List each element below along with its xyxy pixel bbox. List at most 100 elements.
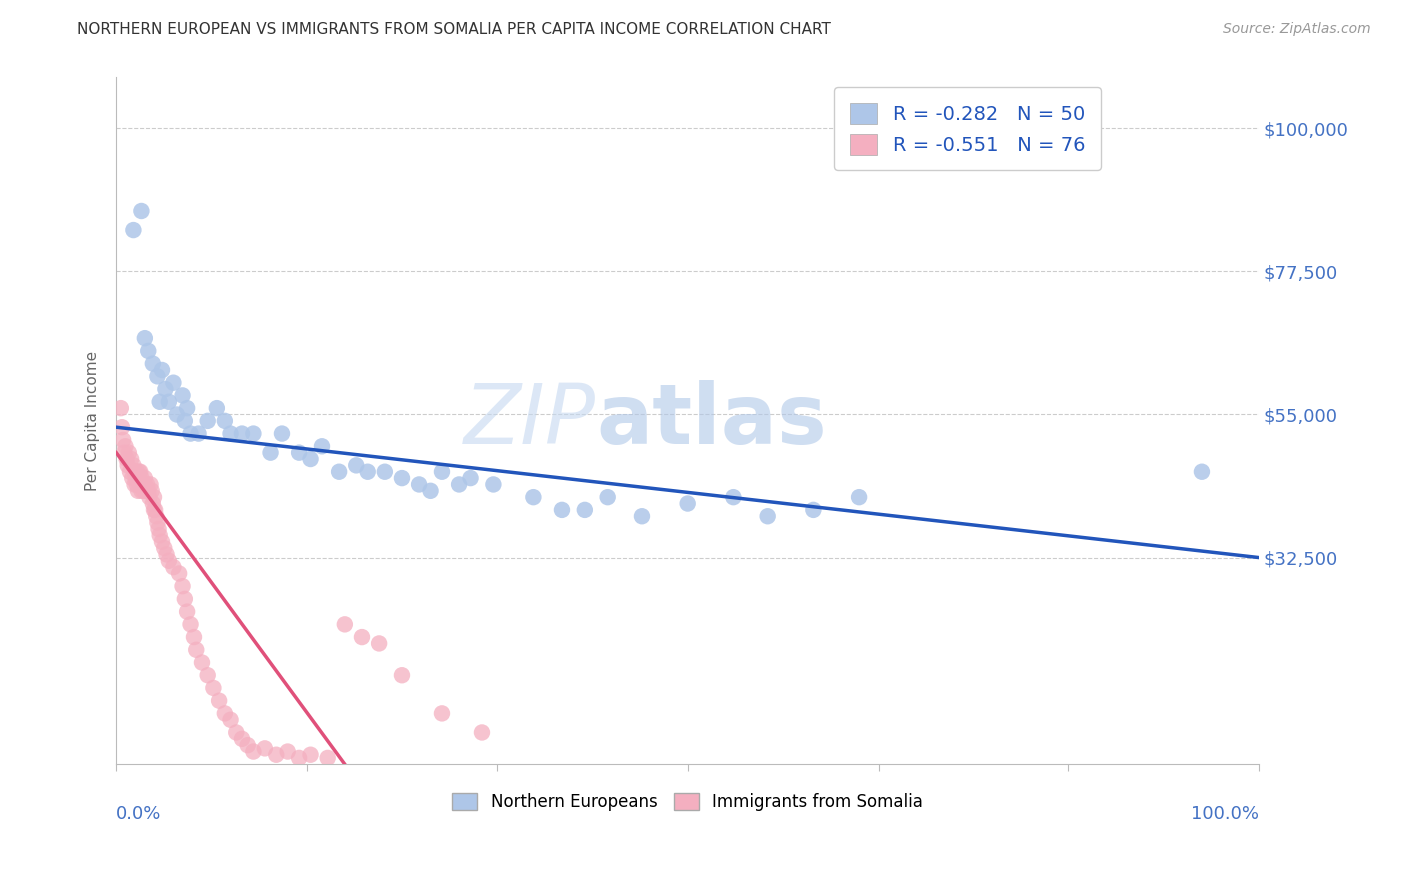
Point: [167, 566, 190, 581]
Text: 100.0%: 100.0%: [1191, 805, 1260, 823]
Point: [173, 414, 195, 428]
Text: ZIP: ZIP: [464, 380, 596, 461]
Point: [118, 465, 141, 479]
Point: [197, 668, 219, 682]
Point: [141, 483, 163, 498]
Point: [482, 477, 505, 491]
Point: [155, 548, 177, 562]
Point: [128, 471, 150, 485]
Point: [121, 471, 143, 485]
Point: [134, 477, 156, 491]
Point: [357, 465, 380, 479]
Point: [197, 414, 219, 428]
Point: [149, 528, 172, 542]
Point: [112, 445, 135, 459]
Point: [125, 477, 148, 491]
Point: [162, 560, 184, 574]
Point: [146, 369, 169, 384]
Point: [145, 509, 167, 524]
Point: [596, 490, 619, 504]
Point: [408, 477, 430, 491]
Point: [125, 465, 148, 479]
Point: [259, 445, 281, 459]
Point: [115, 452, 138, 467]
Point: [242, 745, 264, 759]
Point: [187, 426, 209, 441]
Point: [143, 503, 166, 517]
Point: [328, 465, 350, 479]
Point: [176, 401, 198, 416]
Point: [180, 617, 202, 632]
Point: [236, 738, 259, 752]
Point: [419, 483, 441, 498]
Point: [299, 747, 322, 762]
Point: [288, 751, 311, 765]
Point: [136, 343, 159, 358]
Point: [139, 477, 162, 491]
Point: [430, 465, 453, 479]
Point: [131, 483, 153, 498]
Point: [242, 426, 264, 441]
Point: [631, 509, 654, 524]
Point: [183, 630, 205, 644]
Point: [114, 439, 136, 453]
Point: [231, 426, 253, 441]
Point: [350, 630, 373, 644]
Point: [391, 471, 413, 485]
Point: [471, 725, 494, 739]
Point: [253, 741, 276, 756]
Point: [129, 477, 152, 491]
Point: [118, 445, 141, 459]
Point: [374, 465, 396, 479]
Point: [120, 452, 142, 467]
Point: [128, 465, 150, 479]
Point: [172, 579, 194, 593]
Point: [288, 445, 311, 459]
Point: [122, 458, 145, 473]
Point: [112, 433, 135, 447]
Text: atlas: atlas: [596, 380, 827, 461]
Legend: Northern Europeans, Immigrants from Somalia: Northern Europeans, Immigrants from Soma…: [446, 786, 929, 818]
Text: NORTHERN EUROPEAN VS IMMIGRANTS FROM SOMALIA PER CAPITA INCOME CORRELATION CHART: NORTHERN EUROPEAN VS IMMIGRANTS FROM SOM…: [77, 22, 831, 37]
Point: [756, 509, 779, 524]
Point: [522, 490, 544, 504]
Point: [131, 477, 153, 491]
Point: [157, 554, 180, 568]
Point: [149, 394, 172, 409]
Point: [219, 713, 242, 727]
Point: [138, 490, 160, 504]
Point: [205, 401, 228, 416]
Y-axis label: Per Capita Income: Per Capita Income: [86, 351, 100, 491]
Text: Source: ZipAtlas.com: Source: ZipAtlas.com: [1223, 22, 1371, 37]
Point: [136, 477, 159, 491]
Point: [150, 534, 173, 549]
Point: [214, 414, 236, 428]
Text: 0.0%: 0.0%: [117, 805, 162, 823]
Point: [311, 439, 333, 453]
Point: [172, 388, 194, 402]
Point: [1191, 465, 1213, 479]
Point: [143, 490, 166, 504]
Point: [551, 503, 574, 517]
Point: [166, 408, 188, 422]
Point: [316, 751, 339, 765]
Point: [135, 483, 157, 498]
Point: [134, 331, 156, 345]
Point: [129, 465, 152, 479]
Point: [150, 363, 173, 377]
Point: [277, 745, 299, 759]
Point: [848, 490, 870, 504]
Point: [142, 357, 165, 371]
Point: [148, 522, 170, 536]
Point: [225, 725, 247, 739]
Point: [134, 471, 156, 485]
Point: [131, 471, 153, 485]
Point: [391, 668, 413, 682]
Point: [124, 465, 146, 479]
Point: [219, 426, 242, 441]
Point: [180, 426, 202, 441]
Point: [574, 503, 596, 517]
Point: [111, 420, 134, 434]
Point: [176, 605, 198, 619]
Point: [208, 694, 231, 708]
